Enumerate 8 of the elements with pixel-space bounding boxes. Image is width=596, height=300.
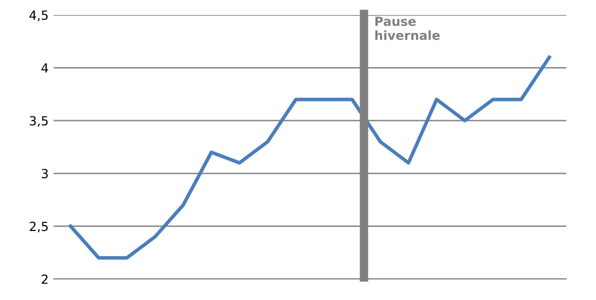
y-tick-label: 2 (42, 274, 48, 284)
y-tick-label: 4 (41, 63, 48, 73)
y-tick-label: 3,5 (30, 116, 48, 127)
y-tick-label: 4,5 (30, 10, 48, 22)
line-series (68, 56, 552, 260)
y-tick-label: 3 (42, 168, 48, 178)
annotation: Pause hivernale (375, 16, 440, 40)
y-tick-label: 2,5 (30, 222, 48, 232)
